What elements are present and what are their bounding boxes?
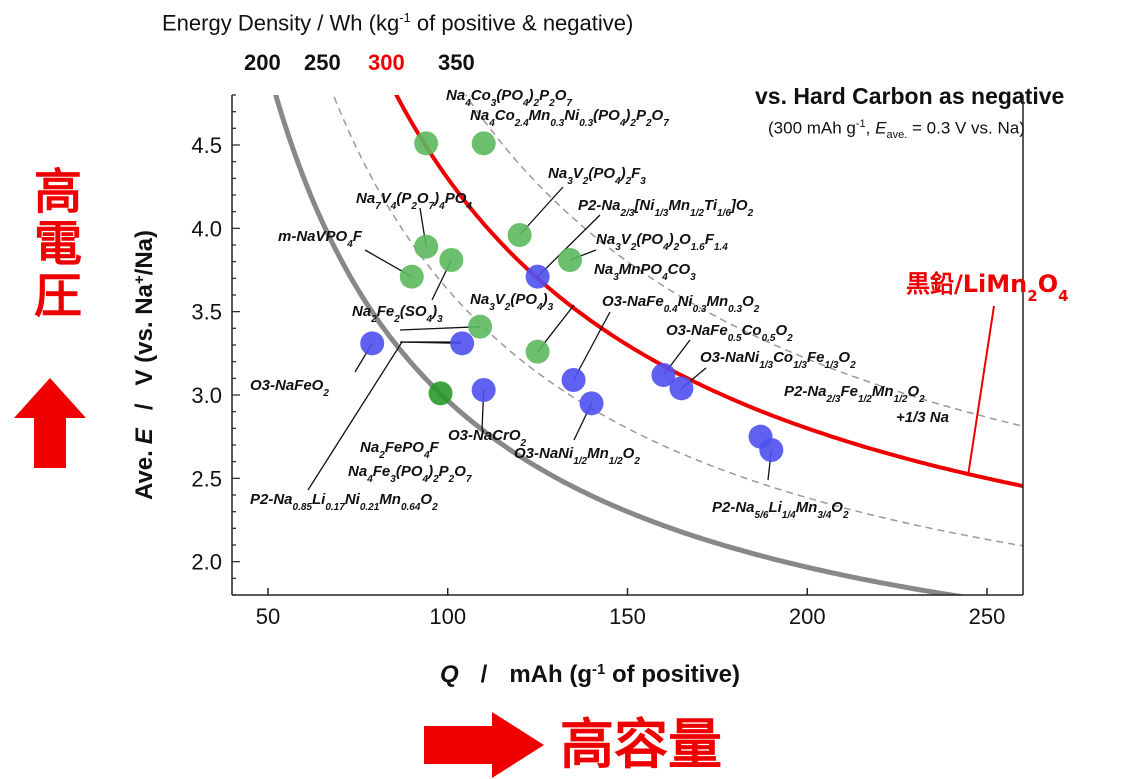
data-point-16: [651, 363, 676, 387]
label-na3v2o16: Na3V2(PO4)2O1.6F1.4: [596, 231, 728, 253]
high-capacity-label: 高容量: [560, 713, 722, 776]
data-point-8: [525, 339, 550, 364]
x-tick-label-100: 100: [429, 604, 466, 629]
data-point-3: [414, 234, 439, 259]
energy-tick-350: 350: [438, 50, 475, 75]
y-tick-label-4.5: 4.5: [191, 133, 222, 158]
iso-curve-300: [394, 95, 1023, 488]
label-o3nicofe: O3-NaNi1/3Co1/3Fe1/3O2: [700, 349, 856, 371]
data-point-0: [414, 131, 439, 156]
label-p2li14: P2-Na5/6Li1/4Mn3/4O2: [712, 499, 849, 521]
x-tick-label-250: 250: [969, 604, 1006, 629]
data-point-15: [579, 391, 604, 416]
data-point-4: [557, 248, 582, 272]
y-tick-label-3.5: 3.5: [191, 300, 222, 325]
y-tick-label-4.0: 4.0: [191, 216, 222, 241]
graphite-leader-line: [967, 305, 995, 477]
leader-line-p2li: [307, 341, 460, 491]
data-point-7: [468, 314, 493, 339]
label-p2nitimn: P2-Na2/3[Ni1/3Mn1/2Ti1/6]O2: [578, 197, 754, 219]
graphite-limn2o4-label: 黒鉛/LiMn2O4: [906, 270, 1069, 305]
label-o3fenimn: O3-NaFe0.4Ni0.3Mn0.3O2: [602, 293, 760, 315]
energy-density-title: Energy Density / Wh (kg-1 of positive & …: [162, 10, 634, 36]
data-point-2: [507, 223, 532, 247]
label-na3v2f3: Na3V2(PO4)2F3: [548, 165, 646, 187]
data-point-9: [428, 381, 453, 406]
up-arrow-icon: [14, 378, 86, 468]
iso-curve-250: [332, 95, 1023, 547]
reference-subtitle: (300 mAh g-1, Eave. = 0.3 V vs. Na): [768, 118, 1025, 142]
right-arrow-icon: [424, 712, 544, 778]
iso-curve-350: [464, 95, 1023, 427]
label-na7v4: Na7V4(P2O7)4PO4: [356, 190, 472, 212]
leader-line-2: [537, 214, 601, 278]
data-point-5: [439, 248, 464, 272]
label-mnavpo4f: m-NaVPO4F: [278, 228, 363, 250]
energy-tick-300: 300: [368, 50, 405, 75]
x-tick-label-50: 50: [256, 604, 280, 629]
label-na2fepo4f: Na2FePO4F: [360, 439, 440, 461]
data-point-14: [471, 378, 496, 402]
label-plus13na: +1/3 Na: [896, 409, 949, 426]
data-point-6: [399, 264, 424, 289]
data-point-12: [450, 331, 475, 356]
reference-title: vs. Hard Carbon as negative: [755, 83, 1065, 109]
label-na4co24: Na4Co2.4Mn0.3Ni0.3(PO4)2P2O7: [470, 107, 669, 129]
y-axis-title: Ave.E/V (vs. Na+/Na): [131, 230, 159, 500]
leader-line-6: [399, 326, 481, 331]
label-o3nacro2: O3-NaCrO2: [448, 427, 527, 449]
data-point-17: [669, 376, 694, 401]
high-voltage-label: 高電圧: [33, 164, 82, 324]
x-axis-title: Q / mAh (g-1 of positive): [440, 661, 740, 689]
y-tick-label-2.0: 2.0: [191, 550, 222, 575]
label-na4co3: Na4Co3(PO4)2P2O7: [446, 87, 572, 109]
y-tick-label-2.5: 2.5: [191, 466, 222, 491]
label-p2fe12: P2-Na2/3Fe1/2Mn1/2O2: [784, 383, 925, 405]
energy-tick-200: 200: [244, 50, 281, 75]
x-tick-label-150: 150: [609, 604, 646, 629]
iso-curve-200: [273, 95, 968, 595]
label-na3v2po43: Na3V2(PO4)3: [470, 291, 554, 313]
label-na4fe3: Na4Fe3(PO4)2P2O7: [348, 463, 472, 485]
data-point-13: [561, 368, 586, 392]
label-o3feco: O3-NaFe0.5Co0.5O2: [666, 322, 793, 344]
data-point-11: [360, 331, 385, 356]
label-p2li: P2-Na0.85Li0.17Ni0.21Mn0.64O2: [250, 491, 438, 513]
leader-line-9: [572, 311, 611, 381]
energy-tick-250: 250: [304, 50, 341, 75]
label-na2fe2so4: Na2Fe2(SO4)3: [352, 303, 443, 325]
label-o3nafeo2: O3-NaFeO2: [250, 377, 329, 399]
data-point-10: [525, 264, 550, 289]
data-point-19: [759, 438, 784, 462]
y-tick-label-3.0: 3.0: [191, 383, 222, 408]
data-point-1: [471, 131, 496, 156]
x-tick-label-200: 200: [789, 604, 826, 629]
label-o3nimn: O3-NaNi1/2Mn1/2O2: [514, 445, 640, 467]
label-na3mnpo4co3: Na3MnPO4CO3: [594, 261, 696, 283]
